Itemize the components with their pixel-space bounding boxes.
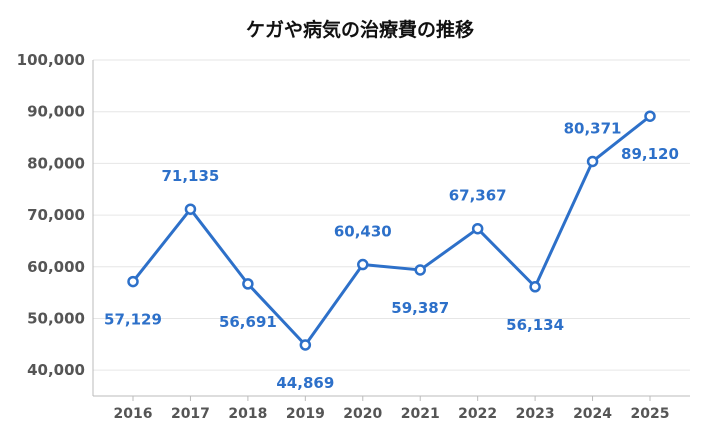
data-label: 89,120: [621, 145, 679, 163]
data-point: [586, 155, 599, 168]
data-point: [127, 275, 139, 288]
x-tick-label: 2016: [114, 406, 153, 422]
data-label: 80,371: [564, 119, 622, 137]
data-label: 57,129: [104, 311, 162, 329]
x-tick-label: 2020: [343, 406, 382, 422]
x-tick-label: 2025: [631, 406, 670, 422]
data-point: [414, 264, 426, 276]
data-point: [357, 258, 369, 271]
data-point: [644, 110, 656, 122]
data-point: [242, 278, 254, 290]
series-line: [131, 115, 651, 347]
data-label: 56,134: [506, 316, 564, 334]
data-point: [529, 281, 541, 293]
x-tick-label: 2019: [286, 406, 325, 422]
x-tick-label: 2022: [458, 406, 497, 422]
x-tick-label: 2023: [516, 406, 555, 422]
x-tick-label: 2018: [228, 406, 267, 422]
y-tick-label: 60,000: [27, 258, 85, 276]
data-label: 60,430: [334, 223, 392, 241]
series: [127, 110, 656, 351]
y-axis-ticks: 40,000 50,000 60,000 70,000 80,000 90,000 100,…: [17, 51, 85, 379]
chart-title: ケガや病気の治療費の推移: [246, 18, 474, 41]
data-point: [471, 222, 484, 235]
data-label: 59,387: [391, 299, 449, 317]
y-tick-label: 100,000: [17, 51, 85, 69]
data-label: 56,691: [219, 313, 277, 331]
gridlines: [93, 59, 690, 371]
data-label: 71,135: [161, 167, 219, 185]
y-tick-label: 80,000: [27, 154, 85, 172]
x-tick-label: 2021: [401, 406, 440, 422]
y-tick-label: 70,000: [27, 206, 85, 224]
x-tick-label: 2017: [171, 406, 210, 422]
data-labels: 57,129 71,135 56,691 44,869 60,430 59,387 67,3…: [104, 119, 679, 392]
y-tick-label: 90,000: [27, 103, 85, 121]
y-tick-label: 40,000: [27, 361, 85, 379]
data-label: 44,869: [276, 374, 334, 392]
data-label: 67,367: [449, 187, 507, 205]
x-axis-ticks: 2016 2017 2018 2019 2020 2021 2022 2023 2024 2025: [114, 406, 670, 422]
x-tick-label: 2024: [573, 406, 612, 422]
axes: [92, 60, 690, 401]
data-point: [299, 339, 312, 351]
data-point: [184, 203, 197, 215]
y-tick-label: 50,000: [27, 309, 85, 327]
